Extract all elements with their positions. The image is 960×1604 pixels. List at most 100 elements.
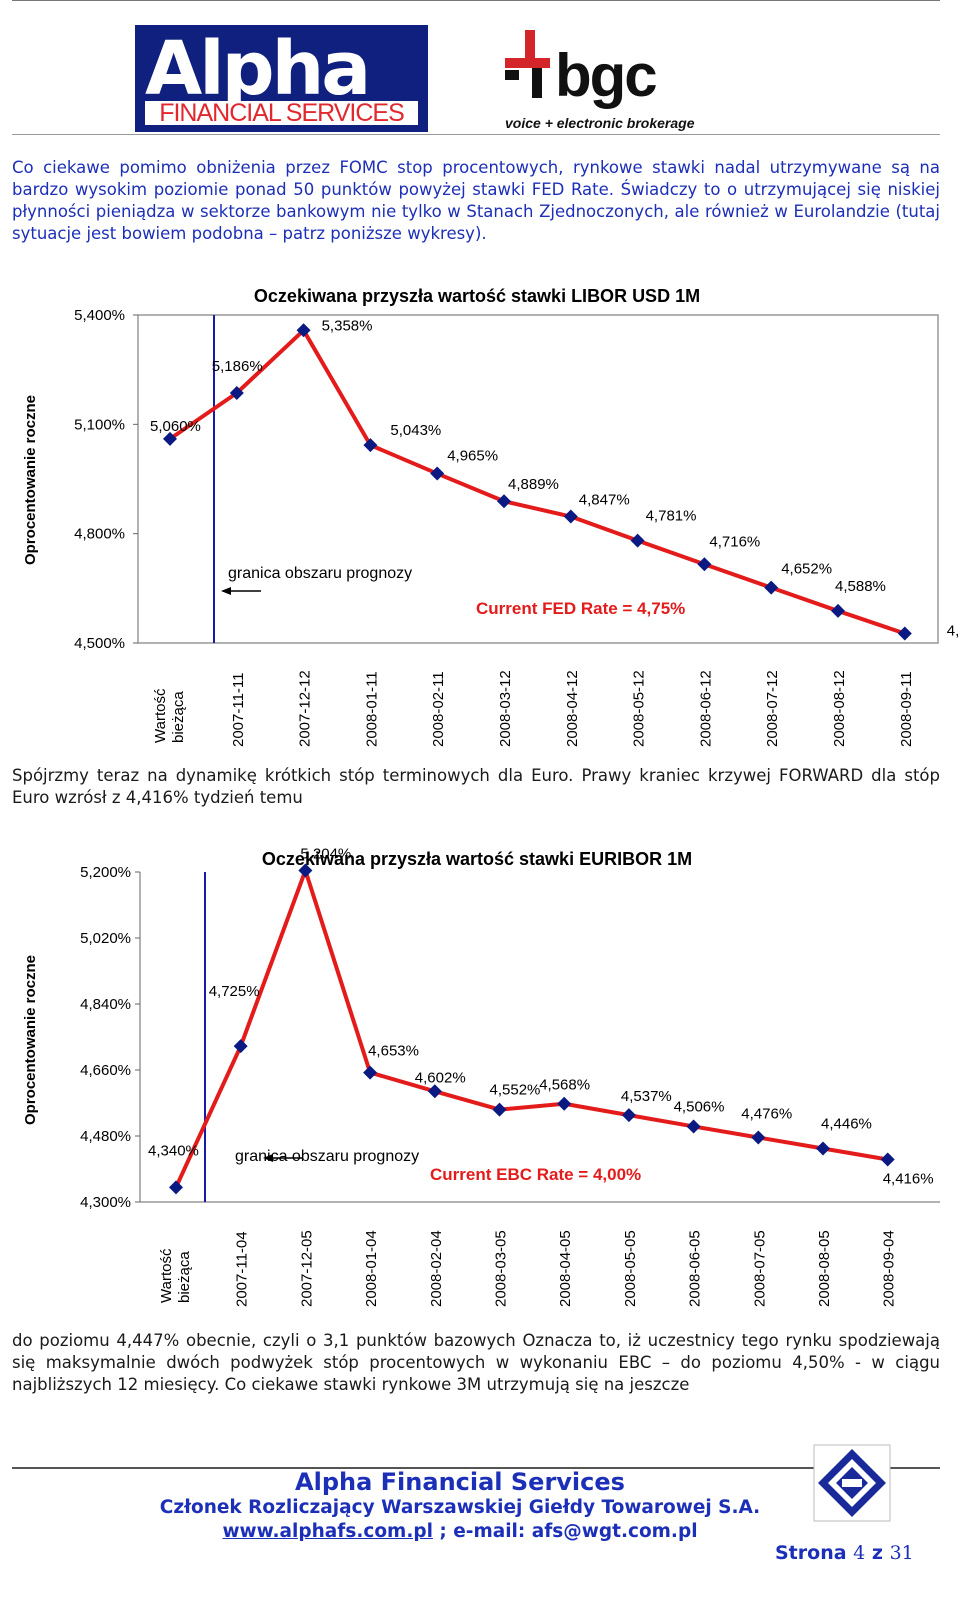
data-point-marker bbox=[363, 1065, 378, 1080]
y-axis-title: Oprocentowanie roczne bbox=[22, 395, 39, 565]
data-point-marker bbox=[233, 1039, 248, 1054]
data-label: 4,588% bbox=[835, 578, 886, 595]
intro-paragraph: Co ciekawe pomimo obniżenia przez FOMC s… bbox=[12, 158, 940, 243]
data-point-marker bbox=[169, 1180, 183, 1195]
page-of: z bbox=[871, 1542, 883, 1564]
data-label: 4,653% bbox=[368, 1043, 419, 1060]
data-point-marker bbox=[621, 1108, 636, 1123]
y-tick-label: 5,400% bbox=[74, 307, 125, 324]
data-label: 4,526% bbox=[947, 623, 960, 640]
page-current: 4 bbox=[853, 1542, 866, 1564]
data-point-marker bbox=[697, 557, 712, 572]
series-line bbox=[168, 328, 906, 636]
category-label: 2008-09-11 bbox=[898, 671, 915, 747]
data-label: 4,602% bbox=[415, 1069, 466, 1086]
data-label: 4,506% bbox=[674, 1098, 725, 1115]
category-label: 2008-02-11 bbox=[430, 671, 447, 747]
y-tick-label: 4,500% bbox=[74, 635, 125, 652]
data-point-marker bbox=[427, 1084, 442, 1099]
category-label: bieżąca bbox=[170, 691, 187, 743]
data-label: 5,204% bbox=[300, 846, 351, 863]
euribor-chart: Oczekiwana przyszła wartość stawki EURIB… bbox=[22, 846, 940, 1307]
bgc-logo-tagline: voice + electronic brokerage bbox=[505, 115, 695, 131]
alpha-logo: Alpha FINANCIAL SERVICES bbox=[135, 25, 428, 132]
category-label: 2008-05-12 bbox=[631, 670, 648, 747]
forecast-arrow-head bbox=[263, 1154, 273, 1162]
data-point-marker bbox=[751, 1130, 766, 1145]
y-tick-label: 4,660% bbox=[80, 1062, 131, 1079]
category-label: 2008-09-04 bbox=[881, 1230, 898, 1307]
data-label: 4,652% bbox=[781, 561, 832, 578]
y-tick-label: 5,200% bbox=[80, 864, 131, 881]
data-point-marker bbox=[363, 438, 378, 453]
category-label: 2008-06-05 bbox=[687, 1230, 704, 1307]
page-label: Strona bbox=[775, 1542, 847, 1564]
y-tick-label: 5,020% bbox=[80, 930, 131, 947]
category-label: 2008-06-12 bbox=[697, 670, 714, 747]
category-label: 2008-01-04 bbox=[363, 1230, 380, 1307]
y-tick-label: 4,480% bbox=[80, 1128, 131, 1145]
data-label: 4,568% bbox=[539, 1077, 590, 1094]
page-total: 31 bbox=[889, 1542, 914, 1564]
y-axis-title: Oprocentowanie roczne bbox=[22, 955, 39, 1125]
data-point-marker bbox=[430, 466, 445, 481]
website-link[interactable]: www.alphafs.com.pl bbox=[222, 1521, 433, 1542]
category-label: 2007-11-04 bbox=[234, 1231, 251, 1307]
category-label: 2008-03-12 bbox=[497, 670, 514, 747]
data-point-marker bbox=[563, 509, 578, 524]
data-label: 4,537% bbox=[621, 1088, 672, 1105]
category-label: 2007-11-11 bbox=[230, 672, 247, 747]
forecast-boundary-label: granica obszaru prognozy bbox=[235, 1148, 419, 1165]
data-point-marker bbox=[816, 1141, 830, 1156]
page-number: Strona 4 z 31 bbox=[775, 1541, 914, 1565]
data-label: 4,416% bbox=[883, 1170, 934, 1187]
data-point-marker bbox=[296, 323, 311, 338]
series-line bbox=[174, 868, 889, 1189]
middle-paragraph: Spójrzmy teraz na dynamikę krótkich stóp… bbox=[12, 766, 940, 807]
category-label: 2008-07-12 bbox=[764, 670, 781, 747]
chart-title: Oczekiwana przyszła wartość stawki LIBOR… bbox=[254, 286, 700, 306]
category-label: 2008-04-12 bbox=[564, 670, 581, 747]
data-point-marker bbox=[298, 863, 313, 878]
category-label: 2007-12-05 bbox=[298, 1230, 315, 1307]
reference-rate-label: Current EBC Rate = 4,00% bbox=[430, 1165, 641, 1184]
wgt-logo-icon bbox=[813, 1444, 891, 1522]
data-label: 5,060% bbox=[150, 418, 201, 435]
data-label: 4,965% bbox=[447, 448, 498, 465]
footer-contact: www.alphafs.com.pl ; e-mail: afs@wgt.com… bbox=[0, 1520, 920, 1544]
libor-chart: Oczekiwana przyszła wartość stawki LIBOR… bbox=[22, 286, 960, 747]
data-label: 4,847% bbox=[579, 492, 630, 509]
alpha-logo-name: Alpha bbox=[145, 26, 371, 112]
category-label: 2008-03-05 bbox=[493, 1230, 510, 1307]
data-label: 4,716% bbox=[709, 533, 760, 550]
data-point-marker bbox=[163, 431, 177, 446]
bgc-cross-icon bbox=[505, 30, 550, 98]
category-label: 2008-04-05 bbox=[557, 1230, 574, 1307]
category-label: 2008-05-05 bbox=[622, 1230, 639, 1307]
data-label: 5,043% bbox=[390, 422, 441, 439]
bgc-logo: bgc voice + electronic brokerage bbox=[505, 25, 725, 135]
forecast-boundary-label: granica obszaru prognozy bbox=[228, 565, 412, 582]
data-label: 4,725% bbox=[209, 983, 260, 1000]
category-label: 2008-08-12 bbox=[831, 670, 848, 747]
data-point-marker bbox=[831, 603, 845, 618]
bottom-paragraph: do poziomu 4,447% obecnie, czyli o 3,1 p… bbox=[12, 1331, 940, 1394]
y-tick-label: 5,100% bbox=[74, 416, 125, 433]
footer-subtitle: Członek Rozliczający Warszawskiej Giełdy… bbox=[159, 1497, 761, 1518]
data-label: 4,781% bbox=[646, 508, 697, 525]
data-label: 5,358% bbox=[322, 317, 373, 334]
data-label: 5,186% bbox=[212, 358, 263, 375]
data-point-marker bbox=[497, 494, 511, 509]
data-point-marker bbox=[630, 533, 645, 548]
data-point-marker bbox=[557, 1096, 572, 1111]
data-label: 4,552% bbox=[490, 1082, 541, 1099]
footer-company: Alpha Financial Services bbox=[295, 1468, 625, 1496]
category-label: 2008-02-04 bbox=[428, 1230, 445, 1307]
y-tick-label: 4,840% bbox=[80, 996, 131, 1013]
data-label: 4,446% bbox=[821, 1115, 872, 1132]
reference-rate-label: Current FED Rate = 4,75% bbox=[476, 599, 685, 618]
footer-rule bbox=[12, 1467, 940, 1469]
category-label: 2008-01-11 bbox=[363, 671, 380, 747]
forecast-arrow-head bbox=[221, 587, 231, 595]
data-point-marker bbox=[229, 385, 244, 400]
